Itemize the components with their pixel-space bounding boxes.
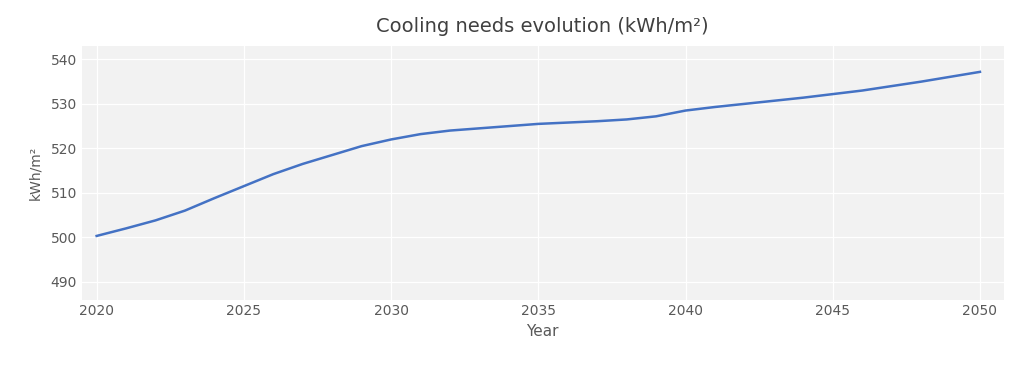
Cooling needs (kWh/m²): [797, 95, 809, 100]
Cooling needs (kWh/m²): [650, 114, 663, 119]
Cooling needs (kWh/m²): [90, 233, 102, 238]
Cooling needs (kWh/m²): [415, 132, 427, 136]
Cooling needs (kWh/m²): [914, 79, 927, 84]
Cooling needs (kWh/m²): [267, 172, 280, 176]
Cooling needs (kWh/m²): [886, 84, 898, 88]
Cooling needs (kWh/m²): [179, 208, 191, 213]
Line: Cooling needs (kWh/m²): Cooling needs (kWh/m²): [96, 72, 980, 236]
Cooling needs (kWh/m²): [591, 119, 603, 124]
Cooling needs (kWh/m²): [974, 70, 986, 74]
Cooling needs (kWh/m²): [944, 74, 956, 79]
Legend: Cooling needs (kWh/m²): Cooling needs (kWh/m²): [430, 382, 655, 384]
Cooling needs (kWh/m²): [709, 105, 721, 109]
Cooling needs (kWh/m²): [561, 120, 573, 125]
Cooling needs (kWh/m²): [150, 218, 162, 223]
Cooling needs (kWh/m²): [297, 162, 309, 166]
Cooling needs (kWh/m²): [208, 196, 220, 200]
Cooling needs (kWh/m²): [385, 137, 397, 142]
Cooling needs (kWh/m²): [532, 122, 545, 126]
Cooling needs (kWh/m²): [826, 92, 839, 96]
Title: Cooling needs evolution (kWh/m²): Cooling needs evolution (kWh/m²): [377, 17, 709, 36]
Cooling needs (kWh/m²): [679, 108, 691, 113]
Cooling needs (kWh/m²): [326, 153, 338, 157]
X-axis label: Year: Year: [526, 324, 559, 339]
Cooling needs (kWh/m²): [856, 88, 868, 93]
Y-axis label: kWh/m²: kWh/m²: [29, 146, 42, 200]
Cooling needs (kWh/m²): [355, 144, 368, 149]
Cooling needs (kWh/m²): [120, 226, 132, 231]
Cooling needs (kWh/m²): [738, 102, 751, 106]
Cooling needs (kWh/m²): [473, 126, 485, 131]
Cooling needs (kWh/m²): [768, 98, 780, 103]
Cooling needs (kWh/m²): [443, 128, 456, 133]
Cooling needs (kWh/m²): [503, 124, 515, 128]
Cooling needs (kWh/m²): [238, 184, 250, 189]
Cooling needs (kWh/m²): [621, 117, 633, 122]
